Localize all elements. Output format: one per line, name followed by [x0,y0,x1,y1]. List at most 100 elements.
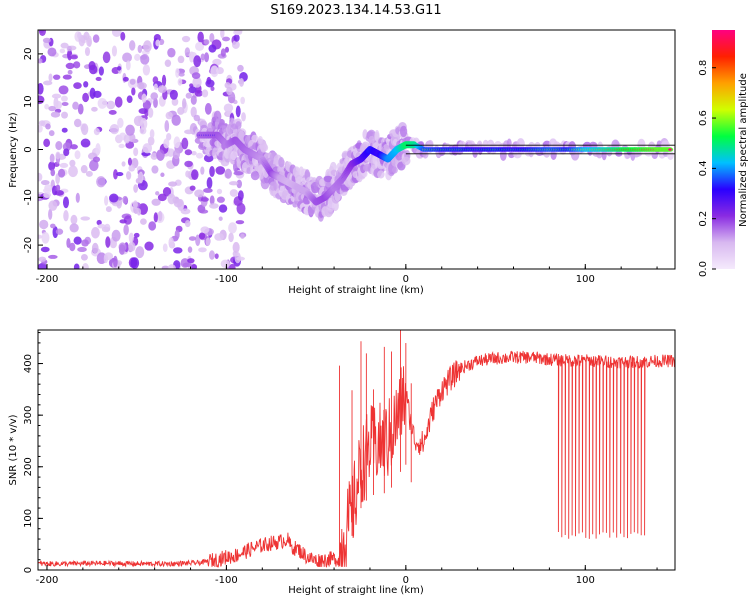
noise-blob [62,196,70,209]
noise-blob [235,105,241,118]
noise-blob [51,93,62,99]
noise-blob [111,30,122,37]
noise-blob [86,37,92,47]
track-halo [250,171,260,181]
noise-blob [184,47,191,57]
noise-blob [81,239,89,247]
noise-blob [118,244,126,255]
noise-blob [189,185,196,191]
noise-blob [70,144,78,150]
noise-blob [209,195,215,206]
track-halo [506,138,512,150]
noise-blob [210,86,215,92]
snr-plot-area [38,330,675,568]
noise-blob [231,40,240,49]
noise-blob [47,47,57,57]
noise-blob [91,242,99,254]
snr-axes: -200 -100 0 100 0 100 200 300 400 [23,332,658,586]
noise-blob [119,219,127,224]
noise-blob [97,97,108,109]
noise-blob [228,222,237,234]
noise-blob [208,250,215,260]
noise-blob [39,219,49,230]
noise-blob [52,74,61,80]
noise-blob [164,59,172,67]
noise-blob [111,229,121,242]
noise-blob [224,168,232,179]
noise-blob [200,226,210,234]
noise-blob [41,231,50,244]
noise-blob [121,161,126,167]
noise-blob [209,203,219,209]
noise-blob [208,44,217,53]
noise-blob [130,257,140,269]
noise-blob [191,169,199,181]
noise-blob [168,181,178,187]
figure-title: S169.2023.134.14.53.G11 [270,3,441,18]
noise-blob [203,154,214,163]
colorbar-tick-label: 0.4 [698,160,709,176]
noise-blob [204,52,210,63]
noise-blob [38,58,43,64]
noise-blob [150,92,159,100]
noise-blob [42,37,51,44]
noise-blob [48,254,58,259]
noise-blob [161,265,170,269]
noise-blob [192,76,202,88]
noise-blob [157,85,167,94]
noise-blob [84,46,91,57]
noise-blob [201,89,209,98]
noise-blob [195,234,201,247]
noise-blob [134,53,141,61]
track-halo [323,175,333,183]
x-tick-label: 0 [403,274,409,285]
noise-blob [91,227,100,239]
noise-blob [126,171,132,180]
noise-blob [190,95,197,105]
noise-blob [151,198,161,206]
noise-blob [129,78,136,85]
noise-blob [136,82,147,90]
noise-blob [43,138,51,148]
noise-blob [69,223,79,233]
noise-blob [43,187,52,194]
noise-blob [147,107,154,118]
noise-blob [122,76,129,82]
noise-blob [43,191,52,198]
track-halo [377,170,385,179]
noise-blob [38,172,43,182]
noise-blob [135,246,145,259]
noise-blob [88,61,96,71]
noise-blob [131,87,136,96]
noise-blob [55,141,63,151]
noise-blob [212,58,222,66]
noise-blob [102,51,111,64]
noise-blob [236,179,242,189]
noise-blob [69,159,76,167]
noise-blob [233,171,244,176]
noise-blob [226,86,233,96]
noise-blob [215,166,226,175]
snr-frame [37,329,676,571]
noise-blob [73,82,82,90]
noise-blob [188,86,197,94]
noise-blob [140,218,147,225]
x-tick-label: -100 [215,575,238,586]
noise-blob [44,103,50,110]
noise-blob [195,152,204,159]
noise-blob [182,98,187,109]
noise-blob [187,246,193,253]
track-halo [251,134,259,143]
noise-blob [129,40,136,51]
noise-blob [173,247,183,254]
x-tick-label: 100 [576,274,595,285]
noise-blob [98,66,104,76]
noise-blob [72,101,79,110]
colorbar-tick-label: 0.2 [698,211,709,227]
noise-blob [152,76,159,84]
colorbar [712,30,735,269]
noise-blob [58,85,69,95]
y-tick-label: 20 [23,48,34,61]
noise-blob [218,204,228,213]
noise-blob [126,95,133,104]
